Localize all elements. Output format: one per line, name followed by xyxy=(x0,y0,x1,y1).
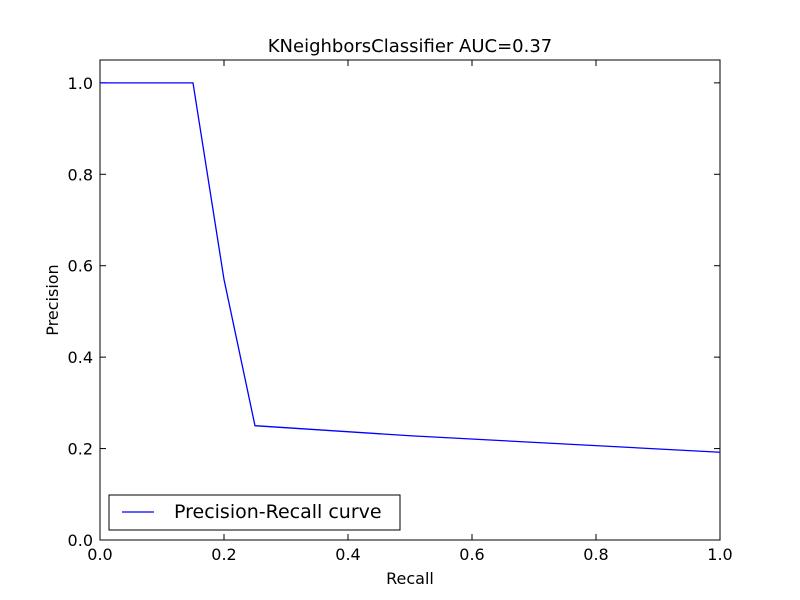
x-tick-label: 1.0 xyxy=(707,545,732,564)
legend-label: Precision-Recall curve xyxy=(174,501,382,523)
x-tick-label: 0.0 xyxy=(87,545,112,564)
precision-recall-line xyxy=(100,82,721,453)
y-tick-label: 0.0 xyxy=(68,531,93,550)
x-tick-label: 0.2 xyxy=(211,545,236,564)
x-tick-label: 0.6 xyxy=(459,545,484,564)
y-tick-label: 0.4 xyxy=(68,348,93,367)
y-axis-label: Precision xyxy=(43,264,62,335)
x-tick-label: 0.4 xyxy=(335,545,360,564)
y-axis-ticks: 0.0 0.2 0.4 0.6 0.8 1.0 xyxy=(68,74,720,550)
y-tick-label: 0.6 xyxy=(68,257,93,276)
y-tick-label: 1.0 xyxy=(68,74,93,93)
x-tick-label: 0.8 xyxy=(583,545,608,564)
y-tick-label: 0.8 xyxy=(68,165,93,184)
plot-frame xyxy=(99,59,721,541)
x-axis-ticks: 0.0 0.2 0.4 0.6 0.8 1.0 xyxy=(87,60,733,564)
chart-title: KNeighborsClassifier AUC=0.37 xyxy=(268,36,553,57)
legend: Precision-Recall curve xyxy=(108,494,401,531)
x-axis-label: Recall xyxy=(386,569,434,588)
y-tick-label: 0.2 xyxy=(68,440,93,459)
legend-box xyxy=(108,494,401,531)
